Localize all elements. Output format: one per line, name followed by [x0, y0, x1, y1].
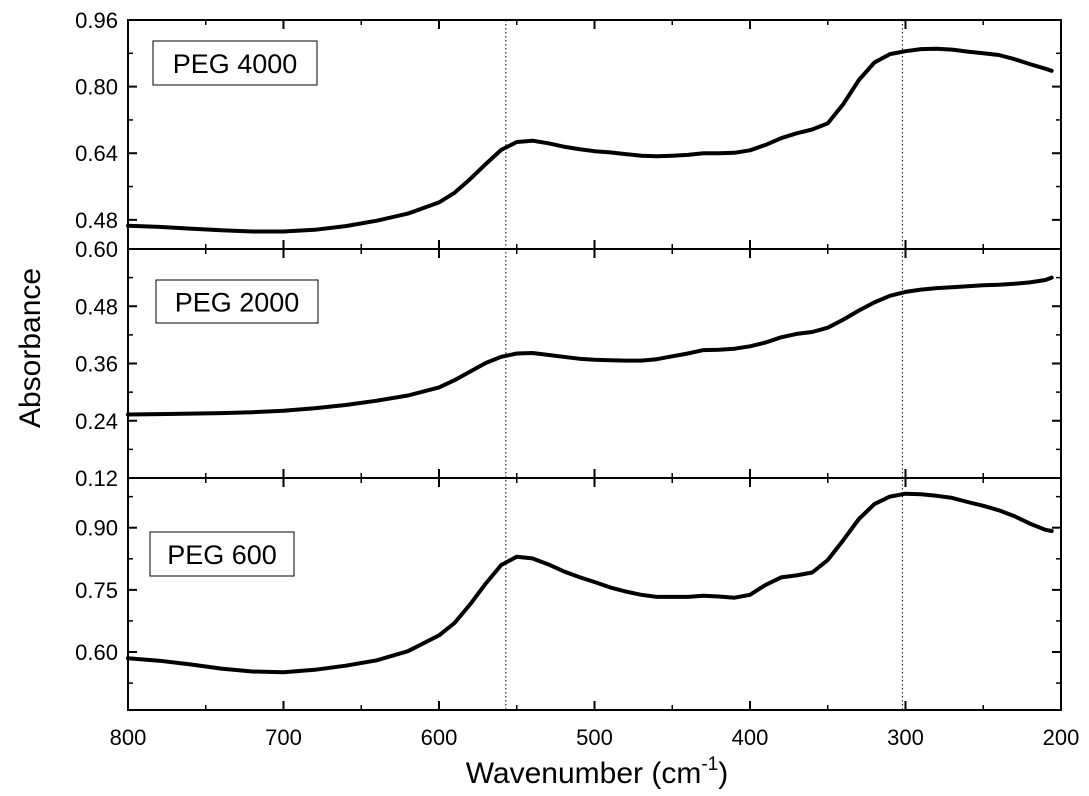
panel-label: PEG 4000 — [173, 49, 298, 79]
x-axis-title-main: Wavenumber (cm — [466, 757, 702, 790]
y-tick-label: 0.48 — [75, 294, 118, 319]
panel-label-box — [152, 40, 318, 86]
y-axis-title: Absorbance — [14, 268, 47, 428]
x-tick-label: 700 — [265, 725, 302, 750]
x-tick-label: 200 — [1043, 725, 1080, 750]
y-tick-label: 0.48 — [75, 208, 118, 233]
y-tick-label: 0.96 — [75, 8, 118, 33]
series-line — [126, 46, 1054, 234]
panel-label: PEG 2000 — [175, 288, 300, 318]
x-tick-label: 600 — [421, 725, 458, 750]
x-tick-label: 800 — [110, 725, 147, 750]
panel-peg-2000: 0.60 0.48 0.36 0.24 0.12 PEG 2000 — [75, 237, 1062, 491]
x-tick-label: 500 — [576, 725, 613, 750]
y-tick-label: 0.75 — [75, 578, 118, 603]
panel-peg-4000: 0.96 0.80 0.64 0.48 PEG 4000 — [75, 8, 1062, 250]
panel-label-box — [155, 279, 319, 324]
y-tick-label: 0.90 — [75, 516, 118, 541]
y-tick-label: 0.64 — [75, 141, 118, 166]
series-line — [126, 491, 1054, 675]
panel-label: PEG 600 — [167, 540, 277, 570]
x-axis-title-end: ) — [718, 757, 728, 790]
x-tick-label: 400 — [732, 725, 769, 750]
panel-peg-600: 0.90 0.75 0.60 PEG 600 — [75, 477, 1062, 711]
x-axis: 800 700 600 500 400 300 200 — [110, 725, 1080, 750]
x-axis-title: Wavenumber (cm-1) — [466, 754, 729, 790]
y-tick-label: 0.60 — [75, 237, 118, 262]
series-line — [126, 275, 1054, 417]
plot-area — [505, 20, 903, 710]
y-tick-label: 0.60 — [75, 640, 118, 665]
panel-label-box — [149, 531, 295, 577]
y-tick-label: 0.36 — [75, 352, 118, 377]
y-tick-label: 0.12 — [75, 466, 118, 491]
y-tick-label: 0.80 — [75, 75, 118, 100]
y-tick-label: 0.24 — [75, 409, 118, 434]
x-tick-label: 300 — [887, 725, 924, 750]
x-axis-title-superscript: -1 — [701, 754, 718, 775]
panel-frame — [127, 477, 1062, 711]
